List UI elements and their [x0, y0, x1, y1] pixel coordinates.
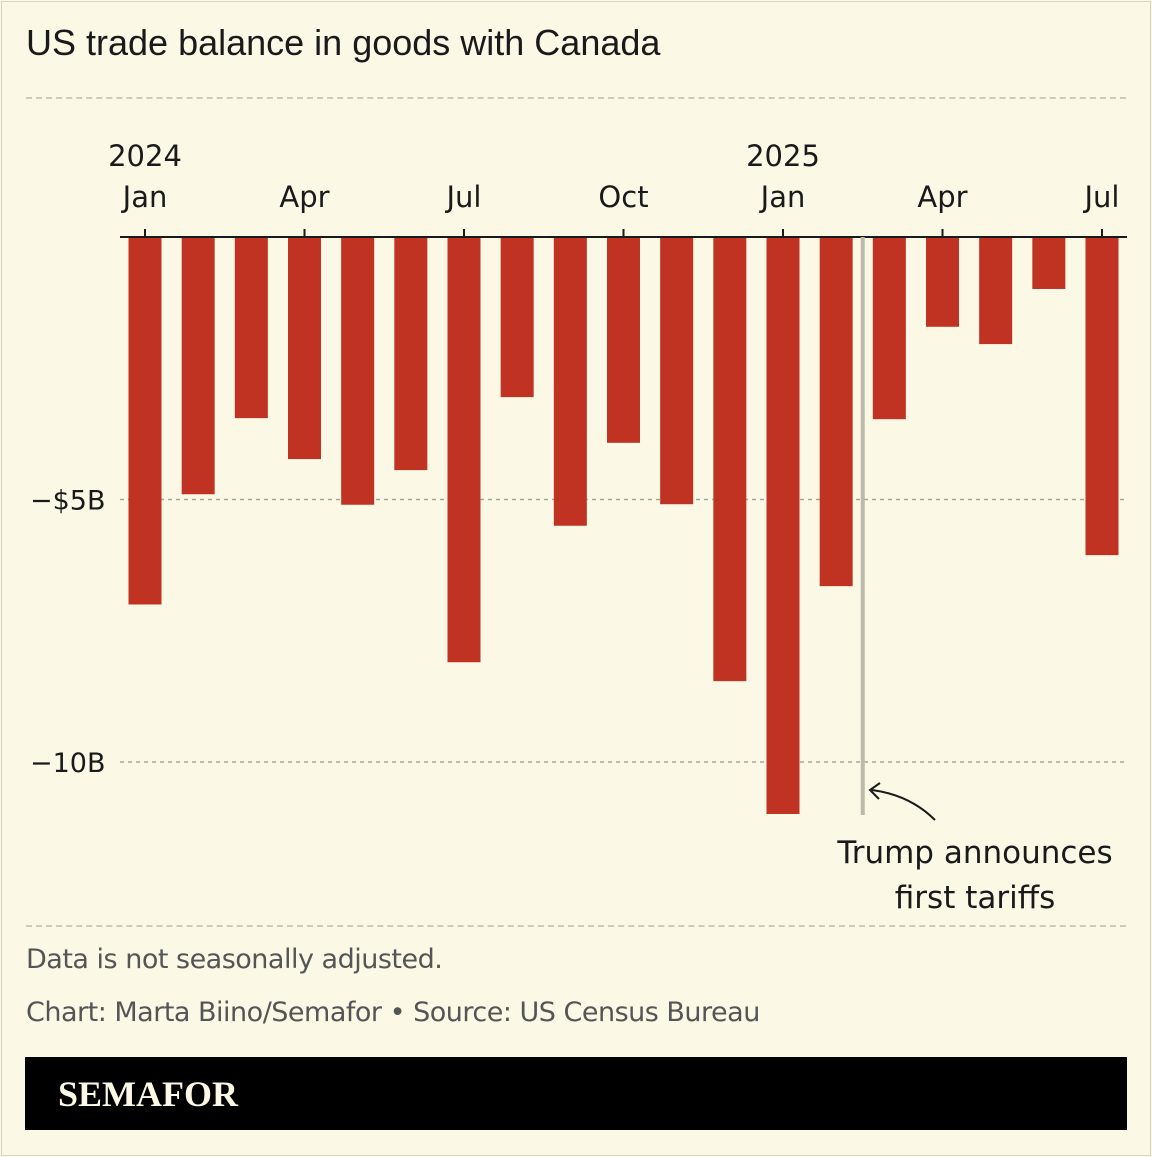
- bar-2024-09: [553, 237, 587, 526]
- x-tick-label: Apr: [279, 180, 329, 214]
- bar-2025-04: [926, 237, 959, 327]
- bar-2024-03: [234, 237, 268, 419]
- annotation-text: first tariffs: [895, 880, 1055, 916]
- bar-2025-05: [979, 237, 1013, 345]
- x-tick-label: Jul: [1083, 180, 1120, 214]
- x-tick-label: Oct: [598, 180, 648, 214]
- bar-2024-06: [394, 237, 428, 471]
- y-tick-label: −10B: [30, 748, 106, 779]
- bar-2025-07: [1085, 237, 1119, 556]
- bottom-divider: [26, 925, 1126, 927]
- x-year-label: 2024: [108, 139, 182, 173]
- x-year-label: 2025: [746, 139, 820, 173]
- arrowhead-icon: [868, 782, 881, 800]
- bar-2024-10: [607, 237, 640, 443]
- bar-2024-01: [128, 237, 162, 605]
- x-tick-label: Jan: [759, 180, 806, 214]
- annotation-arrow: [871, 789, 936, 821]
- brand-bar: SEMAFOR: [25, 1057, 1127, 1130]
- chart-note: Data is not seasonally adjusted.: [26, 944, 443, 975]
- bar-2024-08: [500, 237, 534, 398]
- bar-2025-03: [872, 237, 906, 420]
- y-tick-label: −$5B: [30, 486, 106, 517]
- x-tick-label: Jan: [121, 180, 168, 214]
- bar-2024-07: [447, 237, 481, 663]
- bar-2025-06: [1032, 237, 1066, 289]
- x-tick-label: Apr: [917, 180, 967, 214]
- x-tick-label: Jul: [445, 180, 482, 214]
- chart-title: US trade balance in goods with Canada: [26, 22, 661, 63]
- bar-2025-02: [819, 237, 853, 587]
- bar-2024-02: [181, 237, 215, 495]
- semafor-logo: SEMAFOR: [58, 1074, 238, 1114]
- bar-2024-11: [660, 237, 694, 505]
- bar-2025-01: [766, 237, 800, 814]
- top-divider: [26, 97, 1126, 99]
- bar-2024-05: [341, 237, 375, 505]
- bar-2024-04: [288, 237, 321, 460]
- bar-2024-12: [713, 237, 747, 682]
- annotation-text: Trump announces: [836, 835, 1112, 871]
- bar-chart: −$5B −10B Jan 2024 Apr Jul Oct Jan 2025 Apr Jul Tru…: [30, 139, 1127, 916]
- chart-credit: Chart: Marta Biino/Semafor • Source: US …: [26, 997, 760, 1028]
